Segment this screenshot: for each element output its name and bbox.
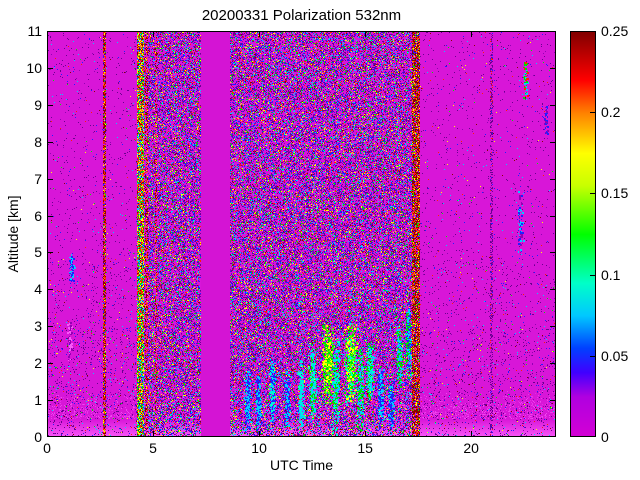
x-axis-label: UTC Time xyxy=(270,457,333,473)
x-tick-label: 15 xyxy=(357,440,373,456)
x-tick-label: 5 xyxy=(149,440,157,456)
x-tick-label: 20 xyxy=(463,440,479,456)
y-tick-label: 6 xyxy=(34,207,42,224)
y-tick-label: 1 xyxy=(34,392,42,409)
y-tick-label: 7 xyxy=(34,170,42,187)
heatmap-plot-area xyxy=(47,31,556,437)
y-tick-label: 5 xyxy=(34,244,42,261)
colorbar xyxy=(570,31,596,437)
y-tick-label: 11 xyxy=(27,23,42,39)
y-tick-label: 8 xyxy=(34,133,42,150)
colorbar-tick-label: 0.15 xyxy=(601,185,629,202)
colorbar-tick-label: 0.2 xyxy=(601,104,621,121)
y-tick-label: 10 xyxy=(26,59,42,76)
x-tick-label: 10 xyxy=(251,440,267,456)
y-tick-label: 2 xyxy=(34,355,42,372)
y-tick-label: 4 xyxy=(34,281,42,298)
colorbar-tick-label: 0.05 xyxy=(601,347,629,364)
colorbar-tick-label: 0.1 xyxy=(601,266,621,283)
y-tick-label: 3 xyxy=(34,318,42,335)
y-tick-label: 9 xyxy=(34,96,42,113)
chart-title: 20200331 Polarization 532nm xyxy=(201,7,402,24)
x-tick-label: 0 xyxy=(43,440,51,456)
colorbar-tick-label: 0.25 xyxy=(601,23,629,39)
y-tick-label: 0 xyxy=(34,429,42,445)
colorbar-tick-label: 0 xyxy=(601,429,609,445)
